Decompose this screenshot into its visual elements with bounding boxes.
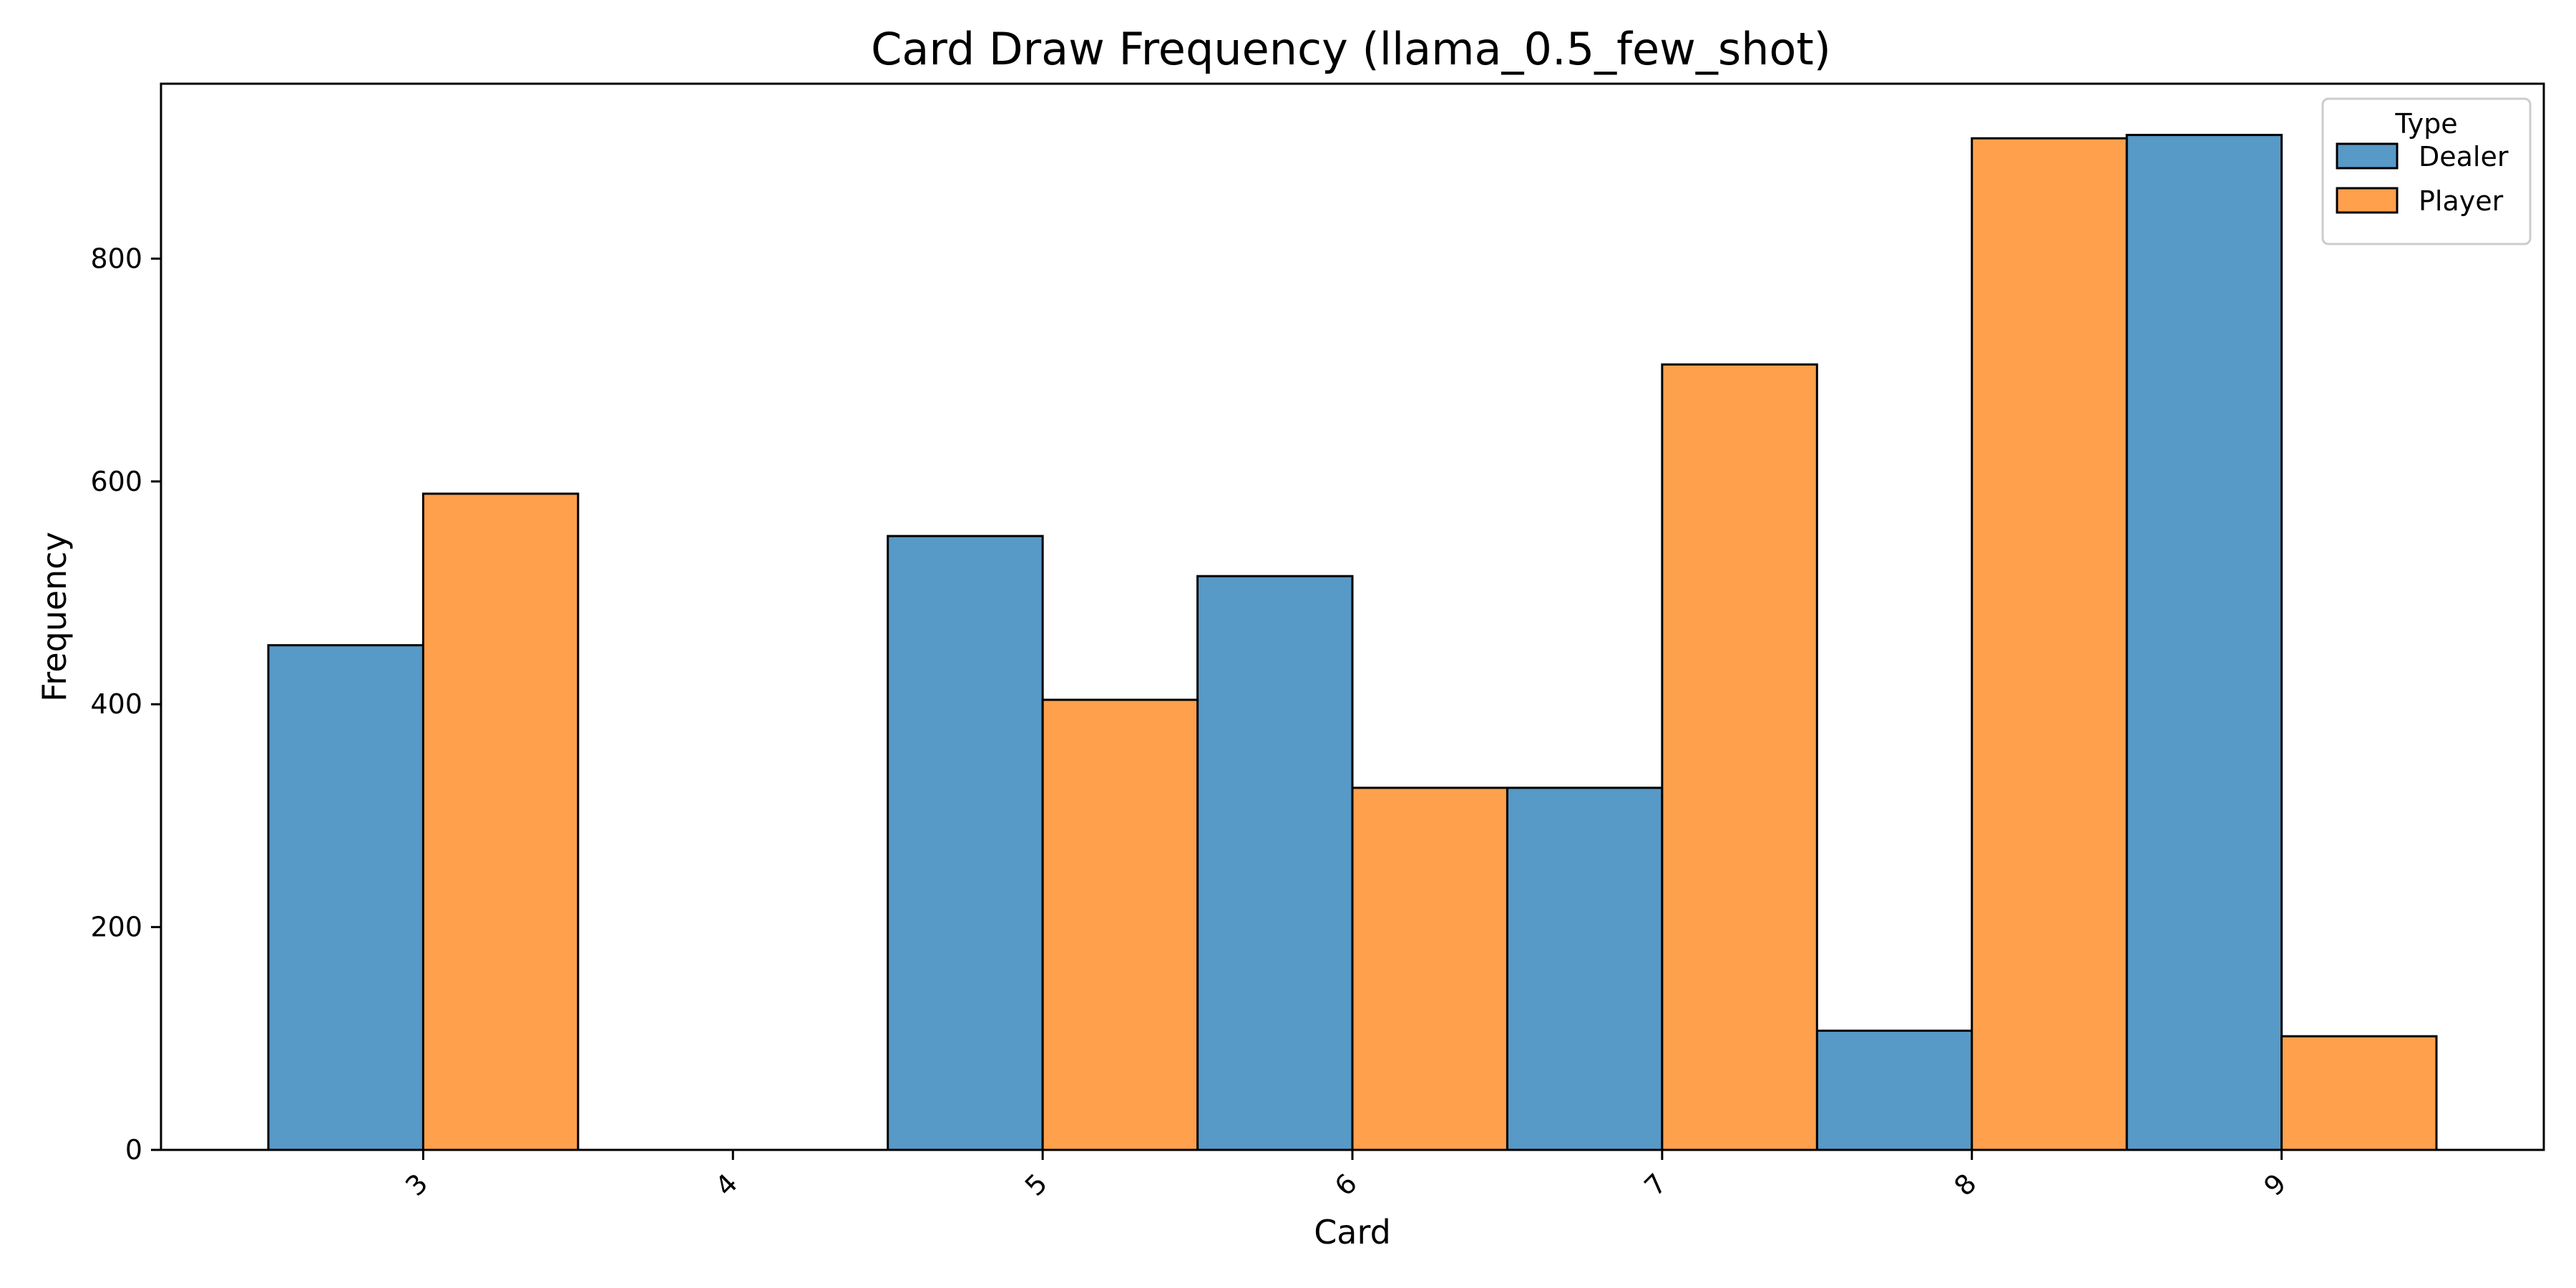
bar-player-7 — [1661, 363, 1818, 1151]
bar-dealer-9 — [2125, 134, 2283, 1151]
bar-player-3 — [421, 492, 580, 1151]
bar-dealer-6 — [1196, 575, 1354, 1151]
y-tick-label: 200 — [90, 912, 142, 943]
legend-items: Dealer Player — [2336, 141, 2509, 217]
bar-dealer-8 — [1815, 1029, 1974, 1151]
x-tick-label: 4 — [709, 1168, 743, 1202]
x-tick-label: 9 — [2258, 1168, 2292, 1202]
y-axis: 0 200 400 600 800 — [90, 243, 161, 1166]
x-tick-label: 7 — [1639, 1168, 1673, 1202]
bar-dealer-7 — [1506, 786, 1664, 1151]
x-tick-label: 3 — [399, 1168, 434, 1202]
legend-label-dealer: Dealer — [2419, 141, 2509, 172]
y-tick-label: 400 — [90, 688, 142, 720]
y-tick-label: 800 — [90, 243, 142, 274]
legend-swatch-player — [2336, 187, 2399, 214]
x-tick-label: 5 — [1019, 1168, 1053, 1202]
x-axis-label: Card — [1314, 1213, 1391, 1252]
legend-title: Type — [2394, 108, 2457, 140]
x-tick-label: 8 — [1948, 1168, 1982, 1202]
bar-dealer-5 — [887, 535, 1044, 1151]
x-tick-label: 6 — [1329, 1168, 1363, 1202]
y-tick-label: 0 — [125, 1134, 142, 1166]
bar-player-6 — [1351, 786, 1508, 1151]
x-axis: 3 4 5 6 7 8 9 — [399, 1150, 2292, 1202]
legend-swatch-dealer — [2336, 142, 2399, 170]
legend-label-player: Player — [2419, 185, 2504, 217]
bar-dealer-3 — [267, 644, 424, 1151]
bar-player-9 — [2280, 1035, 2438, 1151]
legend: Type Dealer Player — [2321, 97, 2532, 245]
bars-group — [267, 134, 2438, 1151]
bar-player-8 — [1971, 137, 2128, 1151]
y-tick-label: 600 — [90, 466, 142, 497]
y-axis-label: Frequency — [35, 532, 74, 702]
bar-player-5 — [1041, 698, 1199, 1151]
chart-title: Card Draw Frequency (llama_0.5_few_shot) — [871, 23, 1831, 75]
